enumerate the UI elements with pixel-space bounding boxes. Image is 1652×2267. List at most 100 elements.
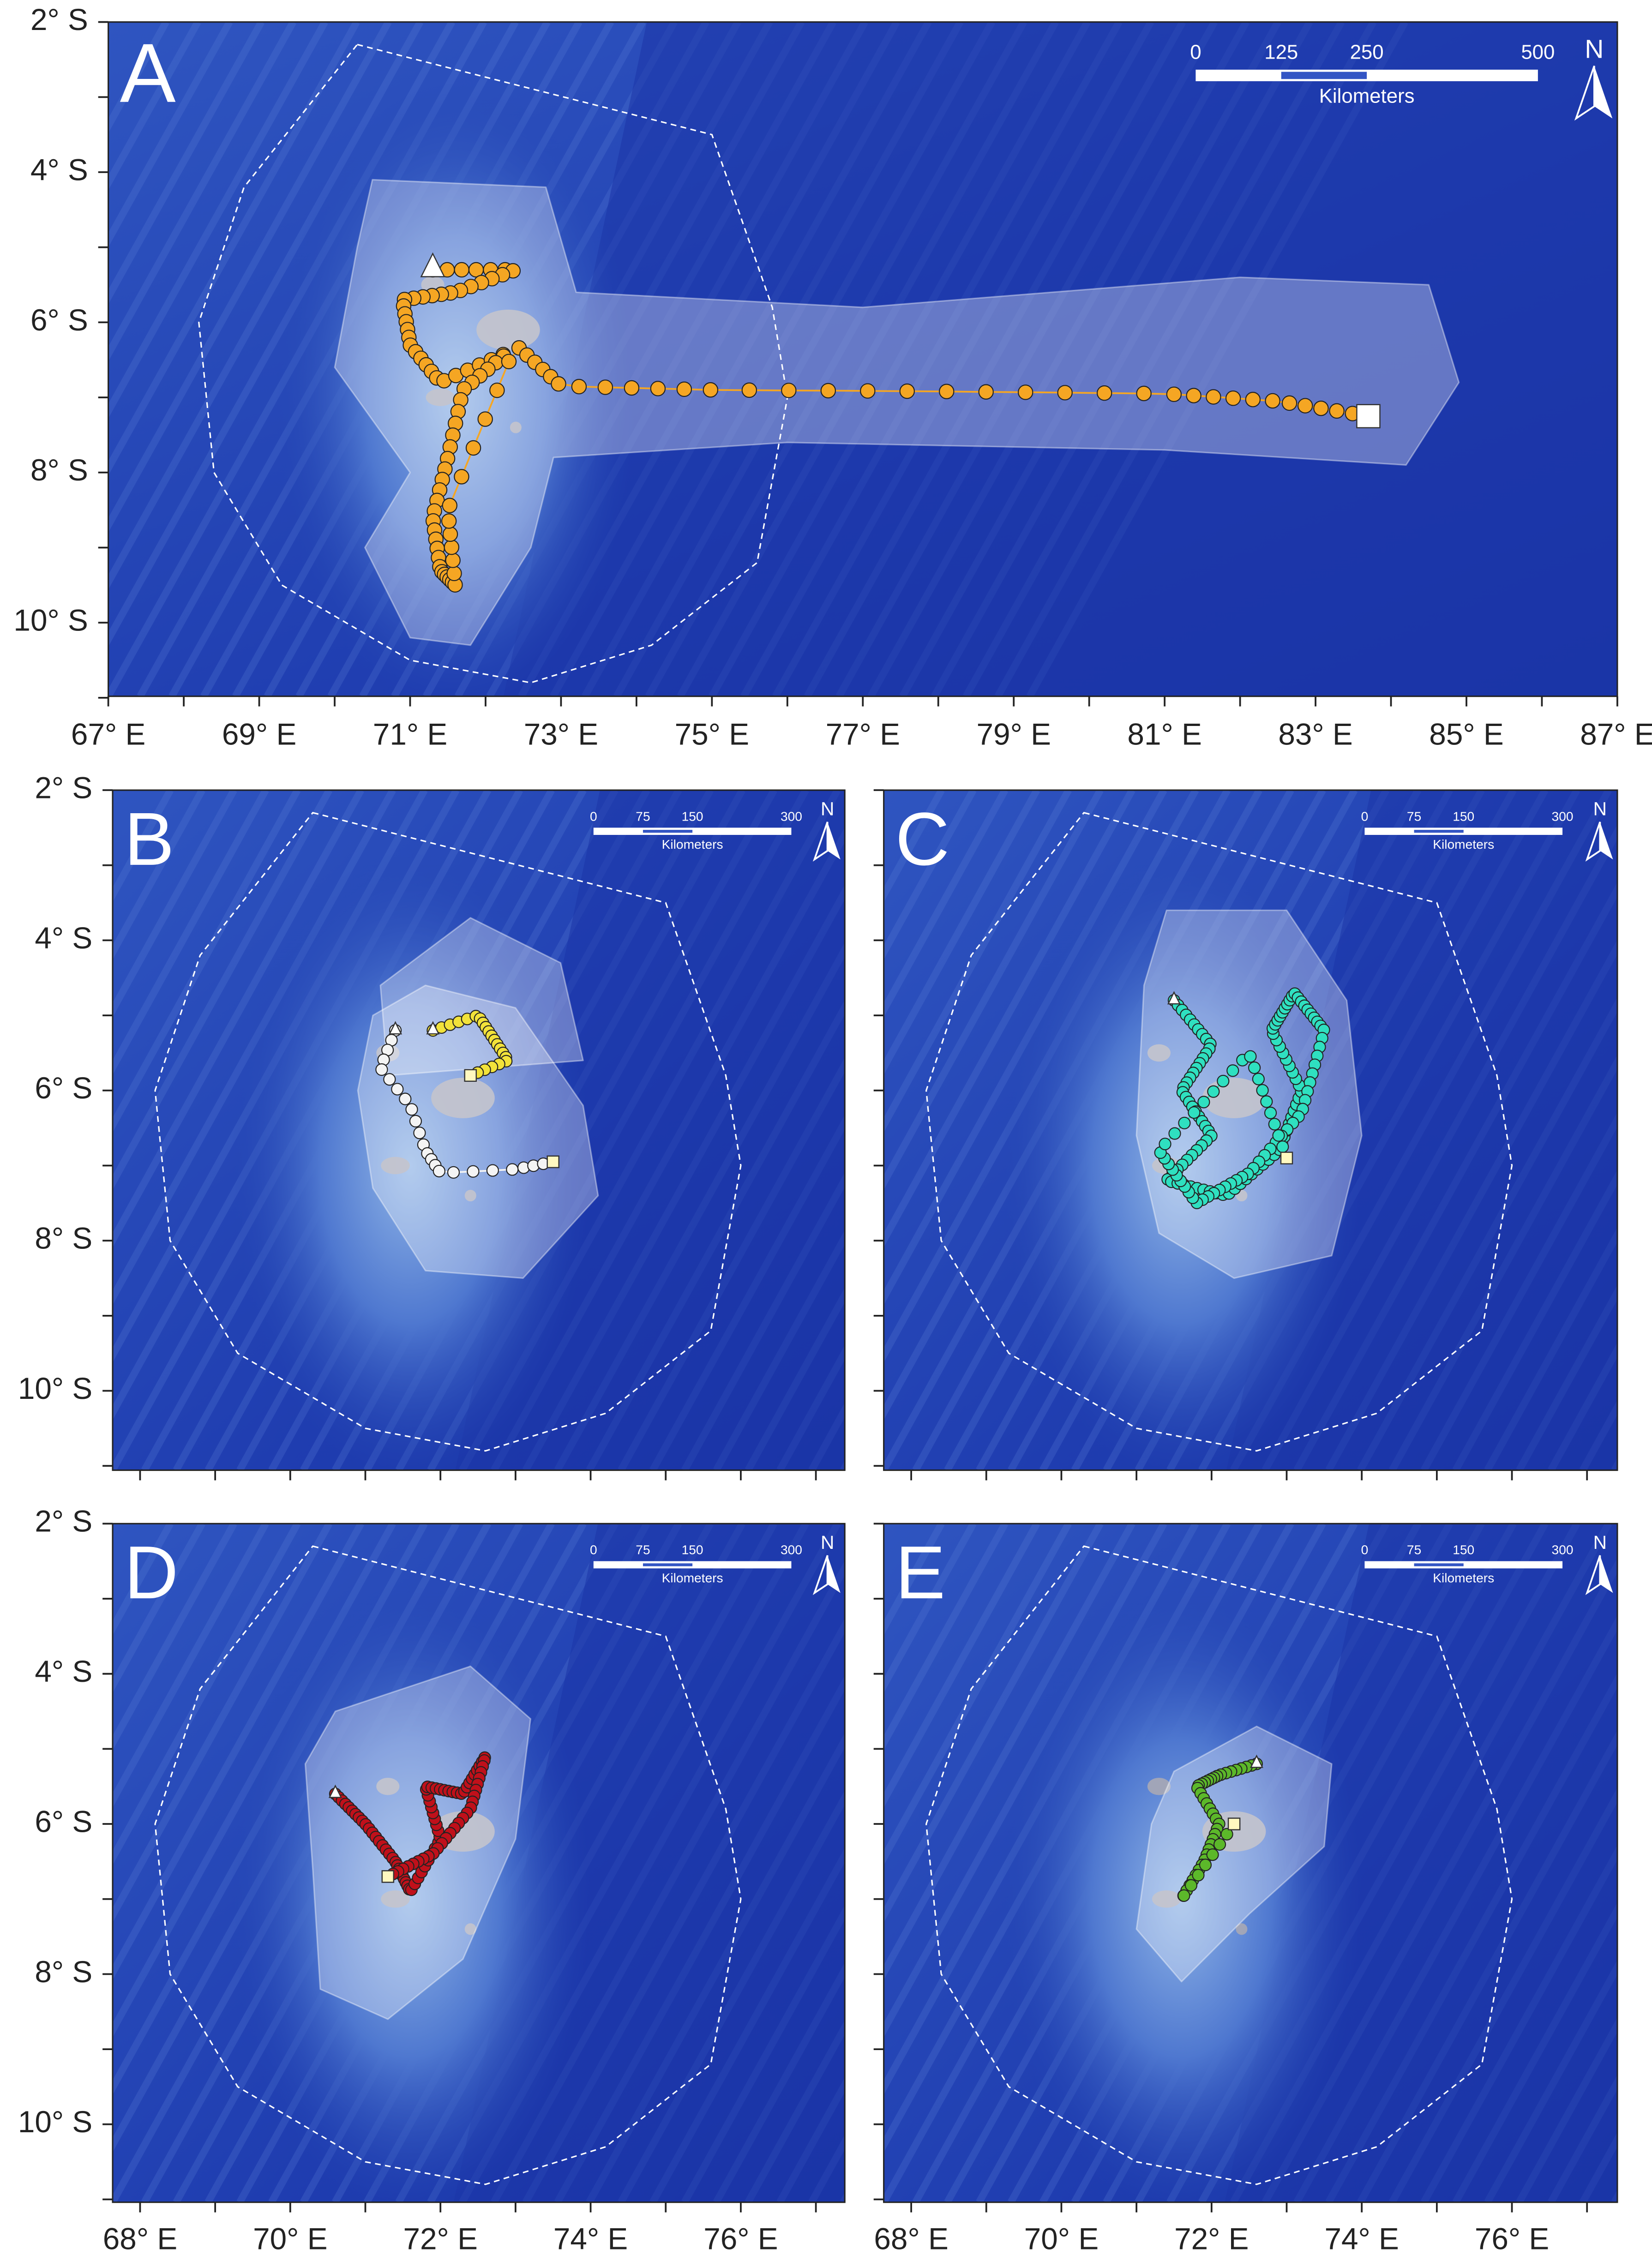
start-marker bbox=[328, 1784, 342, 1798]
track-point bbox=[433, 1164, 445, 1178]
seafloor-ridge bbox=[108, 22, 296, 362]
island-bank bbox=[381, 1157, 410, 1175]
track-point bbox=[551, 376, 566, 392]
track-point bbox=[820, 383, 836, 399]
lon-label: 72° E bbox=[403, 2222, 477, 2256]
north-arrow bbox=[812, 822, 829, 862]
north-arrow bbox=[1585, 822, 1601, 862]
track-point bbox=[454, 262, 469, 278]
start-marker bbox=[389, 1021, 402, 1035]
home-range bbox=[357, 984, 599, 1279]
lat-label: 4° S bbox=[35, 1655, 92, 1688]
lat-label: 10° S bbox=[13, 604, 88, 637]
track-point bbox=[447, 1166, 460, 1179]
track-point bbox=[468, 262, 484, 278]
island-bank bbox=[426, 389, 455, 406]
island-bank bbox=[464, 1190, 476, 1202]
lon-label: 68° E bbox=[874, 2222, 948, 2256]
scale-label: 0 bbox=[1190, 41, 1201, 63]
lon-label: 70° E bbox=[253, 2222, 327, 2256]
seafloor-ridge bbox=[883, 790, 1072, 1133]
seafloor-ridge bbox=[113, 790, 237, 1018]
lon-label: 83° E bbox=[1278, 718, 1352, 751]
start-marker bbox=[1250, 1754, 1263, 1768]
lat-label: 8° S bbox=[35, 1955, 92, 1989]
map-body bbox=[108, 22, 1617, 696]
scale-label: 300 bbox=[1552, 1543, 1574, 1557]
scale-label: 75 bbox=[1407, 1543, 1421, 1557]
map-frame bbox=[883, 1523, 1618, 2203]
north-arrow bbox=[1585, 1555, 1601, 1595]
track-point bbox=[1272, 1129, 1285, 1142]
seafloor-ridge bbox=[108, 22, 233, 247]
mpa-boundary bbox=[154, 812, 742, 1452]
map-body bbox=[883, 1523, 1652, 2202]
track-point bbox=[1313, 401, 1329, 416]
scale-label: 250 bbox=[1350, 41, 1384, 63]
scale-bar-segment bbox=[643, 830, 693, 833]
map-panel: C 0 75 150 300 Kilometers N bbox=[873, 789, 1618, 1481]
track-point bbox=[1159, 1138, 1171, 1151]
deep-trench bbox=[1225, 1523, 1617, 2202]
lon-label: 74° E bbox=[553, 2222, 628, 2256]
map-panel: D 0 75 150 300 Kilometers N 2° S 4° S 6° S 8° S 10°… bbox=[18, 1505, 846, 2256]
track-point bbox=[1166, 386, 1182, 402]
lon-label: 72° E bbox=[1174, 2222, 1249, 2256]
island-bank bbox=[1147, 1044, 1171, 1062]
track-point bbox=[442, 526, 458, 542]
seafloor-ridge bbox=[883, 790, 1009, 1018]
track-point bbox=[1297, 398, 1313, 414]
lat-label: 8° S bbox=[30, 453, 88, 487]
track-point bbox=[860, 383, 876, 399]
lon-label: 75° E bbox=[675, 718, 749, 751]
lat-label: 2° S bbox=[35, 771, 92, 804]
scale-label: 0 bbox=[1361, 1543, 1369, 1557]
track-point bbox=[1213, 1838, 1226, 1851]
deep-trench bbox=[1226, 790, 1617, 1470]
start-marker bbox=[420, 252, 445, 277]
track-point bbox=[1197, 1096, 1210, 1109]
lat-label: 4° S bbox=[35, 921, 92, 955]
track-point bbox=[445, 552, 461, 568]
track-point bbox=[1264, 1106, 1277, 1119]
deep-trench bbox=[503, 22, 1617, 696]
seafloor-ridge bbox=[113, 790, 205, 960]
seafloor-ridge bbox=[108, 22, 265, 305]
track-point bbox=[501, 354, 517, 370]
mpa-boundary bbox=[925, 812, 1513, 1452]
track-point bbox=[391, 1083, 404, 1096]
lat-label: 2° S bbox=[30, 3, 88, 36]
track-point bbox=[1256, 1084, 1269, 1097]
north-arrow bbox=[827, 822, 841, 860]
seafloor-ridge bbox=[883, 1523, 1009, 1751]
seafloor-ridge bbox=[108, 22, 328, 419]
seafloor-ridge bbox=[113, 1523, 269, 1808]
north-arrow bbox=[812, 1555, 829, 1595]
seafloor-ridge bbox=[108, 22, 201, 191]
scale-label: 500 bbox=[1521, 41, 1555, 63]
seafloor-ridge bbox=[883, 1523, 1040, 1808]
chagos-shelf bbox=[274, 82, 637, 696]
north-arrow bbox=[1600, 1555, 1613, 1593]
north-label: N bbox=[821, 1532, 834, 1553]
track-point bbox=[1245, 391, 1261, 408]
chagos-shelf bbox=[230, 850, 591, 1470]
track-point bbox=[650, 381, 666, 396]
scale-label: 75 bbox=[636, 809, 650, 823]
lon-label: 69° E bbox=[222, 718, 296, 751]
seafloor-ridge bbox=[1611, 2189, 1617, 2202]
lon-label: 71° E bbox=[373, 718, 447, 751]
track-point bbox=[1206, 1848, 1219, 1861]
scale-bar bbox=[1195, 69, 1538, 81]
seafloor-ridge bbox=[1646, 1523, 1652, 2202]
mpa-boundary bbox=[154, 1545, 742, 2185]
track-point bbox=[1248, 1061, 1261, 1074]
track-point bbox=[506, 1163, 519, 1176]
map-frame bbox=[112, 789, 846, 1471]
track-point bbox=[1281, 395, 1298, 411]
start-marker bbox=[426, 1021, 440, 1035]
lon-label: 70° E bbox=[1024, 2222, 1099, 2256]
seafloor-ridge bbox=[883, 1523, 1135, 1980]
track-point bbox=[1184, 1879, 1198, 1892]
track-point bbox=[444, 539, 460, 555]
